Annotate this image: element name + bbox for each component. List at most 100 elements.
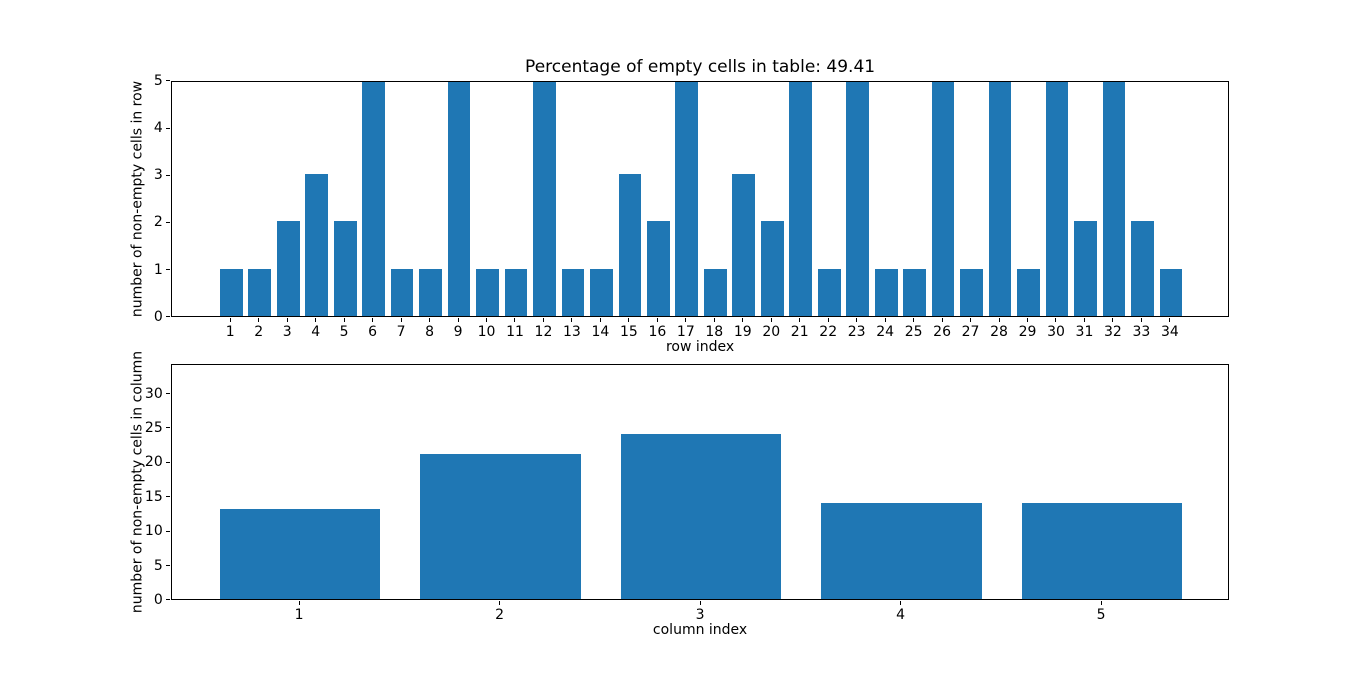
x-tick-label: 17 — [676, 323, 695, 340]
x-tick-mark — [229, 317, 231, 322]
bar — [817, 268, 841, 316]
y-tick-mark — [165, 461, 170, 463]
y-tick-mark — [165, 393, 170, 395]
bar — [821, 502, 982, 599]
x-tick-mark — [799, 317, 801, 322]
row-chart-ylabel: number of non-empty cells in row — [129, 80, 146, 317]
x-tick-mark — [457, 317, 459, 322]
x-tick-mark — [429, 317, 431, 322]
bar — [1045, 81, 1069, 316]
x-tick-label: 22 — [819, 323, 838, 340]
x-tick-mark — [298, 600, 300, 605]
x-tick-mark — [599, 317, 601, 322]
bar — [1131, 221, 1154, 316]
bar — [646, 221, 670, 316]
bar — [874, 268, 898, 316]
bar — [390, 268, 414, 316]
bar — [988, 81, 1012, 316]
row-chart-title: Percentage of empty cells in table: 49.4… — [525, 56, 876, 77]
bar — [476, 268, 499, 316]
x-tick-mark — [514, 317, 516, 322]
x-tick-label: 3 — [282, 323, 292, 340]
x-tick-label: 33 — [1132, 323, 1151, 340]
bar — [732, 174, 756, 316]
x-tick-label: 1 — [294, 606, 304, 623]
x-tick-mark — [970, 317, 972, 322]
x-tick-label: 6 — [368, 323, 378, 340]
x-tick-label: 15 — [619, 323, 638, 340]
x-tick-mark — [884, 317, 886, 322]
x-tick-label: 7 — [396, 323, 406, 340]
x-tick-mark — [1055, 317, 1057, 322]
y-tick-label: 5 — [153, 72, 163, 89]
y-tick-mark — [165, 316, 170, 318]
x-tick-mark — [343, 317, 345, 322]
x-tick-mark — [315, 317, 317, 322]
x-tick-mark — [656, 317, 658, 322]
bar — [618, 174, 642, 316]
x-tick-mark — [856, 317, 858, 322]
y-tick-label: 2 — [153, 214, 163, 231]
x-tick-label: 21 — [790, 323, 809, 340]
x-tick-mark — [1112, 317, 1114, 322]
x-tick-label: 29 — [1018, 323, 1037, 340]
x-tick-mark — [628, 317, 630, 322]
bar — [590, 268, 613, 316]
x-tick-label: 18 — [705, 323, 724, 340]
y-tick-mark — [165, 599, 170, 601]
x-tick-label: 28 — [990, 323, 1008, 340]
y-tick-label: 30 — [144, 385, 163, 402]
x-tick-label: 9 — [453, 323, 463, 340]
y-tick-label: 3 — [153, 167, 163, 184]
x-tick-label: 31 — [1075, 323, 1094, 340]
x-tick-label: 2 — [495, 606, 505, 623]
bar — [219, 509, 381, 599]
bar — [675, 81, 699, 316]
x-tick-mark — [571, 317, 573, 322]
x-tick-mark — [542, 317, 544, 322]
x-tick-mark — [941, 317, 943, 322]
y-tick-mark — [165, 565, 170, 566]
x-tick-mark — [1083, 317, 1085, 322]
x-tick-label: 16 — [648, 323, 667, 340]
x-tick-label: 24 — [876, 323, 895, 340]
x-tick-mark — [372, 317, 374, 322]
bar — [333, 221, 357, 316]
x-tick-label: 4 — [311, 323, 321, 340]
bar — [1021, 502, 1183, 599]
x-tick-mark — [499, 600, 501, 605]
x-tick-label: 27 — [961, 323, 980, 340]
bar — [789, 81, 813, 316]
bar — [420, 454, 581, 599]
y-tick-label: 0 — [153, 591, 163, 608]
x-tick-mark — [699, 600, 701, 605]
x-tick-label: 1 — [225, 323, 235, 340]
x-tick-mark — [1100, 600, 1102, 605]
bar — [305, 174, 329, 316]
x-tick-label: 13 — [563, 323, 581, 340]
bar — [248, 268, 272, 316]
x-tick-label: 26 — [933, 323, 951, 340]
bar — [276, 221, 300, 316]
bar — [760, 221, 784, 316]
y-tick-label: 0 — [153, 308, 163, 325]
bar — [1159, 268, 1183, 316]
y-tick-label: 1 — [153, 261, 163, 278]
x-tick-label: 5 — [339, 323, 349, 340]
x-tick-label: 19 — [733, 323, 752, 340]
column-chart-xlabel: column index — [652, 621, 748, 638]
x-tick-label: 30 — [1047, 323, 1065, 340]
x-tick-label: 11 — [506, 323, 524, 340]
y-tick-mark — [165, 269, 170, 271]
bar — [362, 81, 385, 316]
x-tick-mark — [1027, 317, 1029, 322]
bar — [846, 81, 870, 316]
bar — [960, 268, 983, 316]
y-tick-label: 4 — [153, 120, 163, 137]
bar — [620, 433, 782, 599]
x-tick-label: 25 — [904, 323, 923, 340]
y-tick-label: 25 — [144, 419, 163, 436]
row-chart-xlabel: row index — [665, 338, 735, 355]
bar — [447, 81, 471, 316]
